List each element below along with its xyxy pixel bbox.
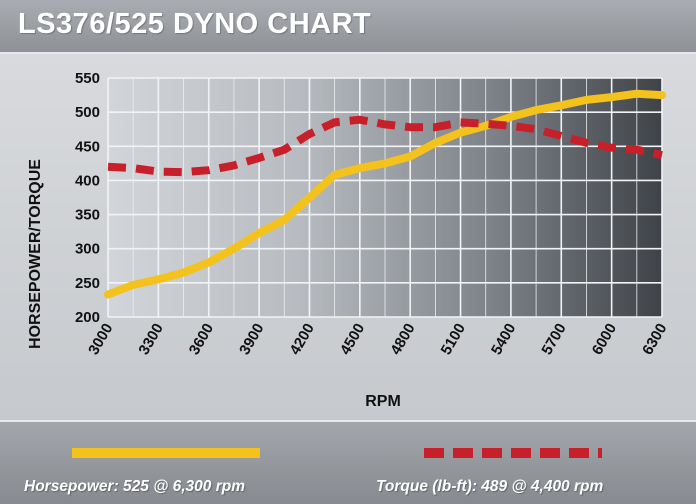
x-tick-label: 4200: [287, 321, 318, 358]
x-tick-label: 4500: [337, 321, 368, 358]
series-line-torque: [107, 115, 663, 177]
x-tick-label: 6300: [639, 321, 670, 358]
x-tick-label: 4800: [387, 321, 418, 358]
x-axis-label: RPM: [365, 393, 401, 410]
y-axis-label: HORSEPOWER/TORQUE: [27, 159, 44, 349]
legend-swatch-torque: [424, 448, 602, 458]
y-tick-label: 200: [75, 309, 100, 326]
x-tick-label: 5400: [488, 321, 519, 358]
y-tick-label: 250: [75, 275, 100, 292]
series-lines: [104, 89, 666, 299]
x-tick-label: 3900: [236, 321, 267, 358]
dyno-chart: 200 250 300 350 400 450 500 550 3000 3300 3600 390…: [27, 70, 670, 410]
series-line-horsepower: [104, 89, 666, 299]
chart-header: LS376/525 DYNO CHART: [0, 0, 696, 54]
y-tick-label: 400: [75, 172, 100, 189]
legend-footer: Horsepower: 525 @ 6,300 rpm Torque (lb-f…: [0, 420, 696, 504]
y-tick-labels: 200 250 300 350 400 450 500 550: [75, 70, 100, 326]
x-tick-label: 6000: [589, 321, 620, 358]
legend-label-torque: Torque (lb-ft): 489 @ 4,400 rpm: [376, 478, 604, 495]
y-tick-label: 350: [75, 207, 100, 224]
x-tick-label: 3000: [85, 321, 116, 358]
y-tick-label: 300: [75, 241, 100, 258]
y-tick-label: 550: [75, 70, 100, 87]
x-tick-label: 5700: [538, 321, 569, 358]
x-tick-label: 3300: [135, 321, 166, 358]
y-tick-label: 450: [75, 138, 100, 155]
grid-lines: [107, 77, 663, 318]
x-tick-labels: 3000 3300 3600 3900 4200 4500 4800 5100 5400 5700…: [85, 321, 670, 358]
chart-title: LS376/525 DYNO CHART: [18, 8, 372, 40]
legend-label-horsepower: Horsepower: 525 @ 6,300 rpm: [24, 478, 246, 495]
legend-swatch-horsepower: [72, 448, 260, 458]
y-tick-label: 500: [75, 104, 100, 121]
x-tick-label: 5100: [438, 321, 469, 358]
x-tick-label: 3600: [186, 321, 217, 358]
